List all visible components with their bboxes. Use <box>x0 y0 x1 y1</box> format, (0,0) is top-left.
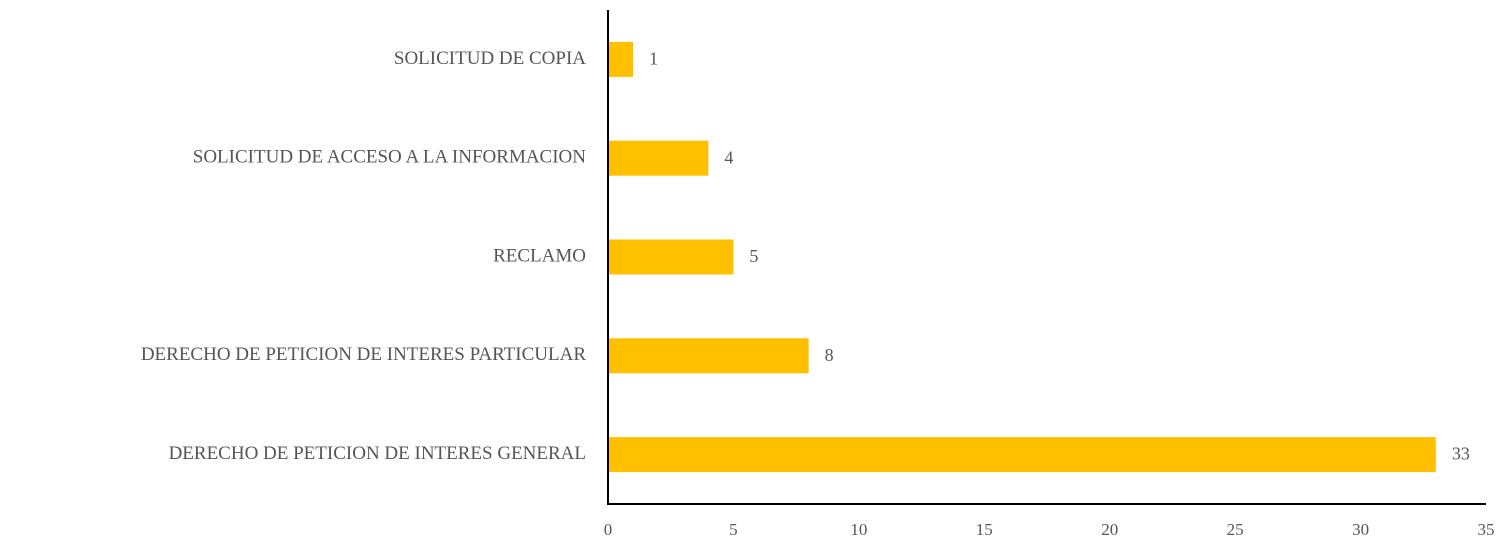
data-label: 1 <box>649 49 658 69</box>
x-tick-label: 5 <box>729 520 738 539</box>
bar <box>608 338 809 374</box>
bar <box>608 41 634 77</box>
x-tick-label: 35 <box>1478 520 1495 539</box>
bar <box>608 140 709 176</box>
category-label: DERECHO DE PETICION DE INTERES PARTICULA… <box>141 344 587 365</box>
data-label: 4 <box>724 147 733 167</box>
x-tick-label: 30 <box>1352 520 1369 539</box>
x-tick-label: 10 <box>850 520 867 539</box>
x-tick-label: 0 <box>604 520 613 539</box>
data-labels: 1 4 5 8 33 <box>649 49 1470 464</box>
data-label: 33 <box>1452 444 1470 464</box>
axes <box>607 10 1486 505</box>
data-label: 8 <box>825 345 834 365</box>
category-label: DERECHO DE PETICION DE INTERES GENERAL <box>169 443 586 464</box>
category-label: RECLAMO <box>493 245 586 266</box>
x-tick-label: 15 <box>976 520 993 539</box>
category-labels: SOLICITUD DE COPIA SOLICITUD DE ACCESO A … <box>141 48 587 464</box>
data-label: 5 <box>749 246 758 266</box>
category-label: SOLICITUD DE ACCESO A LA INFORMACION <box>193 147 587 168</box>
bar <box>608 437 1436 473</box>
x-tick-label: 25 <box>1227 520 1244 539</box>
category-label: SOLICITUD DE COPIA <box>394 48 586 69</box>
x-tick-labels: 0 5 10 15 20 25 30 35 <box>604 520 1495 539</box>
bars-layer <box>608 41 1436 473</box>
bar <box>608 239 734 275</box>
x-tick-label: 20 <box>1101 520 1118 539</box>
